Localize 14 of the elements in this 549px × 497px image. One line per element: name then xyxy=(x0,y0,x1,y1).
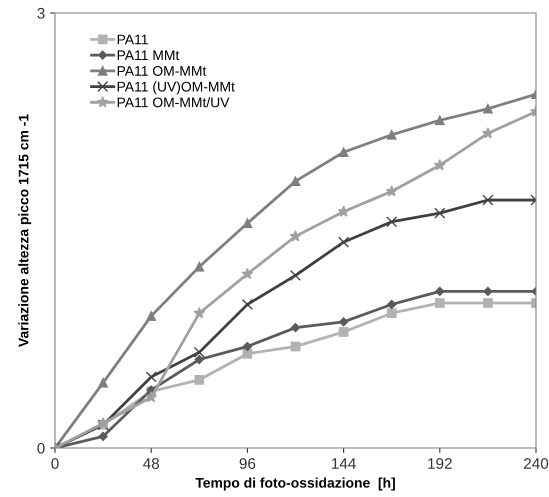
legend-label: PA11 OM-MMt/UV xyxy=(118,97,230,108)
y-tick-label: 3 xyxy=(37,8,45,19)
y-axis-title: Variazione altezza picco 1715 cm -1 xyxy=(18,114,32,347)
x-axis-title: Tempo di foto-ossidazione [h] xyxy=(195,478,395,490)
x-tick-label: 240 xyxy=(524,458,548,469)
x-tick-label: 96 xyxy=(240,458,256,469)
legend-label: PA11 xyxy=(118,34,148,44)
legend-label: PA11 OM-MMt xyxy=(118,66,206,76)
x-tick-label: 192 xyxy=(428,458,452,469)
x-tick-label: 144 xyxy=(332,458,356,469)
legend-label: PA11 (UV)OM-MMt xyxy=(118,81,235,94)
x-tick-label: 0 xyxy=(51,458,59,469)
legend-label: PA11 MMt xyxy=(118,50,180,60)
x-tick-label: 48 xyxy=(143,458,160,469)
